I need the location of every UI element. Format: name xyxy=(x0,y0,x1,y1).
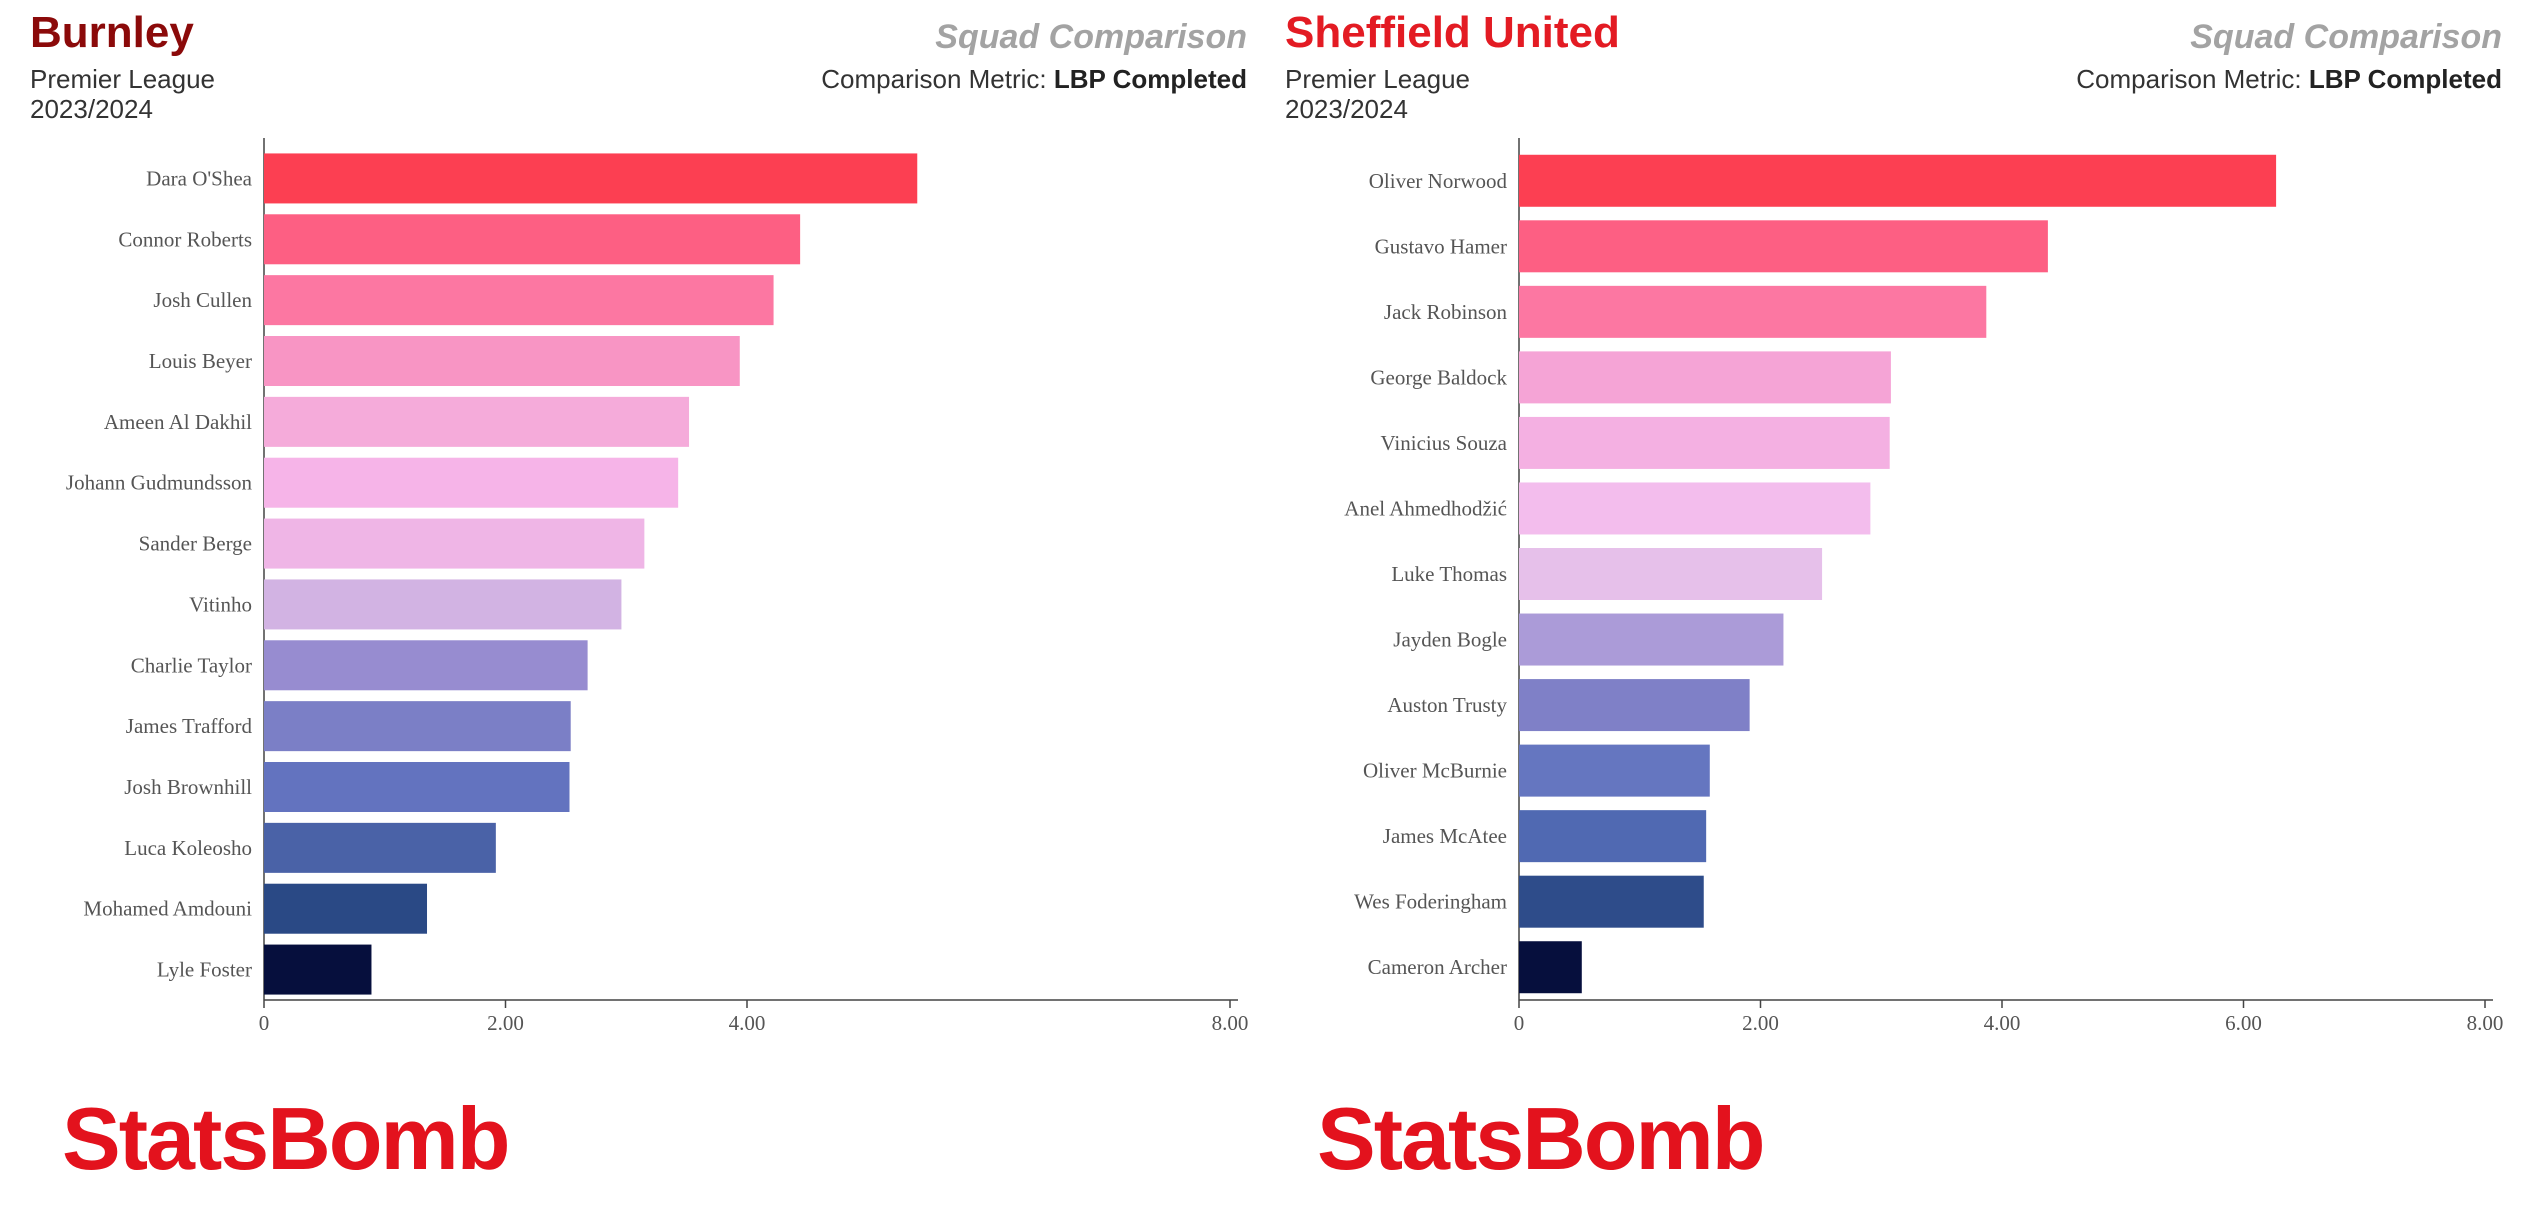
category-label: Jayden Bogle xyxy=(1393,628,1507,652)
bar-4 xyxy=(264,396,690,447)
season-label: 2023/2024 xyxy=(30,94,153,124)
category-label: Mohamed Amdouni xyxy=(83,897,252,921)
league-name: Premier League xyxy=(30,64,215,94)
category-label: James Trafford xyxy=(126,714,253,738)
x-tick-label: 8.00 xyxy=(1212,1011,1249,1035)
bar-11 xyxy=(1519,875,1704,928)
statsbomb-logo: StatsBomb xyxy=(62,1089,510,1188)
category-label: Charlie Taylor xyxy=(131,653,252,677)
season-label: 2023/2024 xyxy=(1285,94,1408,124)
metric-name: LBP Completed xyxy=(1053,64,1247,94)
comparison-metric: Comparison Metric: LBP Completed xyxy=(2076,64,2502,95)
bar-0 xyxy=(1519,154,2277,207)
category-label: Auston Trusty xyxy=(1387,693,1507,717)
x-tick-label: 6.00 xyxy=(2225,1011,2262,1035)
sheffield-united-bar-chart: Oliver Norwood Gustavo Hamer Jack Robinson… xyxy=(1344,138,2504,1035)
bar-10 xyxy=(264,762,570,812)
category-label: Louis Beyer xyxy=(149,349,252,373)
comparison-metric: Comparison Metric: LBP Completed xyxy=(821,64,1247,95)
bar-3 xyxy=(264,336,740,386)
category-label: Lyle Foster xyxy=(157,958,252,982)
bar-10 xyxy=(1519,810,1707,863)
bar-1 xyxy=(264,214,801,265)
category-label: Gustavo Hamer xyxy=(1375,234,1507,258)
squad-comparison-title: Squad Comparison xyxy=(935,18,1247,56)
sheffield-united-panel: Sheffield United Premier League 2023/202… xyxy=(1255,0,2522,1218)
category-label: Oliver Norwood xyxy=(1369,169,1508,193)
bar-9 xyxy=(1519,744,1710,797)
statsbomb-logo: StatsBomb xyxy=(1317,1089,1765,1188)
bar-11 xyxy=(264,822,496,873)
metric-prefix: Comparison Metric: xyxy=(821,64,1047,94)
category-label: Dara O'Shea xyxy=(146,166,252,190)
bar-2 xyxy=(264,275,774,326)
category-label: Sander Berge xyxy=(139,532,252,556)
category-label: Anel Ahmedhodžić xyxy=(1344,496,1507,520)
bar-2 xyxy=(1519,285,1987,338)
bar-12 xyxy=(1519,941,1582,994)
x-tick-label: 0 xyxy=(1514,1011,1525,1035)
bar-12 xyxy=(264,883,428,934)
bar-6 xyxy=(264,518,645,569)
bar-7 xyxy=(264,579,622,630)
category-label: Cameron Archer xyxy=(1368,955,1507,979)
metric-name: LBP Completed xyxy=(2308,64,2502,94)
category-label: Vinicius Souza xyxy=(1381,431,1508,455)
bar-4 xyxy=(1519,416,1890,469)
category-label: George Baldock xyxy=(1370,365,1507,389)
bar-5 xyxy=(1519,482,1871,535)
x-tick-label: 4.00 xyxy=(729,1011,766,1035)
bar-8 xyxy=(264,640,588,691)
league-name: Premier League xyxy=(1285,64,1470,94)
category-label: Jack Robinson xyxy=(1384,300,1508,324)
category-label: Josh Cullen xyxy=(153,288,252,312)
bar-0 xyxy=(264,153,918,204)
category-label: Oliver McBurnie xyxy=(1363,759,1507,783)
bar-1 xyxy=(1519,220,2048,273)
bar-5 xyxy=(264,457,679,508)
category-label: Connor Roberts xyxy=(118,227,252,251)
squad-comparison-title: Squad Comparison xyxy=(2190,18,2502,56)
category-label: Johann Gudmundsson xyxy=(66,471,253,495)
category-label: Josh Brownhill xyxy=(124,775,252,799)
x-tick-label: 0 xyxy=(259,1011,270,1035)
bar-13 xyxy=(264,944,372,995)
metric-prefix: Comparison Metric: xyxy=(2076,64,2302,94)
category-label: Wes Foderingham xyxy=(1354,890,1507,914)
category-label: Vitinho xyxy=(189,592,252,616)
x-tick-label: 4.00 xyxy=(1984,1011,2021,1035)
x-tick-label: 2.00 xyxy=(487,1011,524,1035)
x-tick-label: 2.00 xyxy=(1742,1011,1779,1035)
team-name: Sheffield United xyxy=(1285,8,1620,57)
bar-9 xyxy=(264,701,571,752)
burnley-panel: Burnley Premier League 2023/2024 Squad C… xyxy=(30,8,1249,1188)
x-tick-label: 8.00 xyxy=(2467,1011,2504,1035)
category-label: Luke Thomas xyxy=(1391,562,1507,586)
burnley-bar-chart: Dara O'Shea Connor Roberts Josh Cullen Loui… xyxy=(66,138,1249,1035)
team-name: Burnley xyxy=(30,8,194,57)
bar-3 xyxy=(1519,351,1891,404)
bar-8 xyxy=(1519,679,1750,732)
bar-7 xyxy=(1519,613,1784,666)
category-label: Luca Koleosho xyxy=(124,836,252,860)
category-label: James McAtee xyxy=(1383,824,1507,848)
bar-6 xyxy=(1519,548,1823,600)
category-label: Ameen Al Dakhil xyxy=(104,410,252,434)
